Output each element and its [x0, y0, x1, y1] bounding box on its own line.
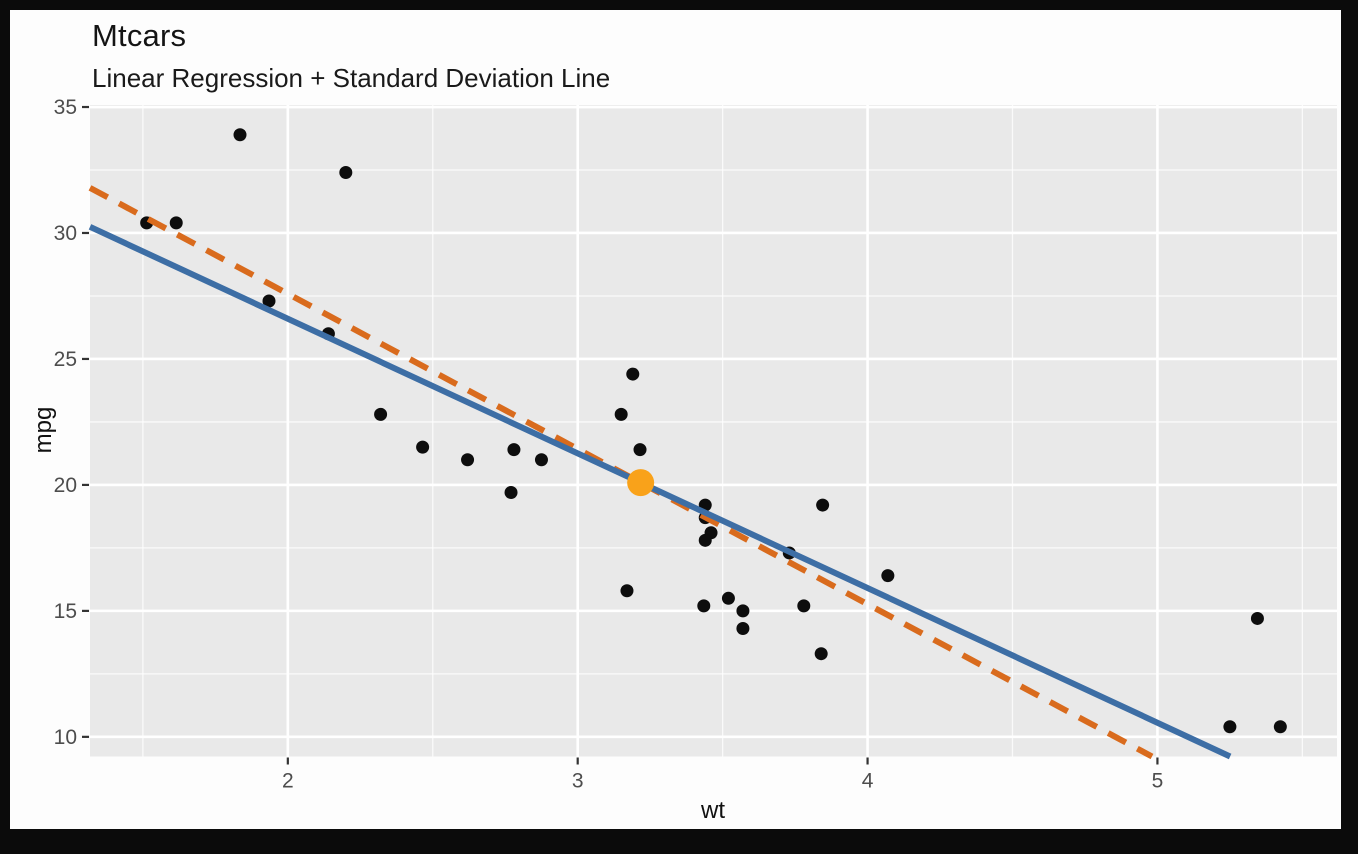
data-point — [626, 367, 640, 381]
data-point — [504, 485, 518, 499]
data-point — [698, 533, 712, 547]
data-point — [697, 599, 711, 613]
data-point — [169, 216, 183, 230]
plot-area: Mtcars Linear Regression + Standard Devi… — [10, 10, 1341, 829]
y-tick-label: 15 — [54, 600, 77, 623]
data-point — [262, 294, 276, 308]
data-point — [233, 128, 247, 142]
data-point — [534, 453, 548, 467]
y-tick-label: 20 — [54, 474, 77, 497]
data-point — [721, 591, 735, 605]
data-point — [507, 443, 521, 457]
scatter-plot: 2 3 4 5 10 15 20 25 30 35 — [54, 96, 1337, 793]
data-point — [614, 407, 628, 421]
data-point — [461, 453, 475, 467]
y-tick-label: 35 — [54, 96, 77, 119]
y-axis-title: mpg — [30, 406, 57, 454]
y-tick-label: 10 — [54, 726, 77, 749]
x-axis-title: wt — [701, 797, 725, 824]
regression-line — [88, 224, 1232, 760]
data-point — [736, 622, 750, 636]
chart-title: Mtcars — [92, 18, 187, 53]
data-point — [416, 440, 430, 454]
x-tick-label: 5 — [1152, 770, 1164, 793]
chart-subtitle: Linear Regression + Standard Deviation L… — [92, 63, 611, 93]
y-tick-label: 25 — [54, 348, 77, 371]
data-point — [1250, 611, 1264, 625]
data-point — [814, 647, 828, 661]
x-tick-label: 2 — [282, 770, 294, 793]
data-point — [374, 407, 388, 421]
data-point — [339, 166, 353, 180]
data-point — [633, 443, 647, 457]
y-tick-label: 30 — [54, 222, 77, 245]
data-point — [620, 584, 634, 598]
mean-point — [627, 469, 655, 497]
data-point — [816, 498, 830, 512]
data-point — [1273, 720, 1287, 734]
data-point — [797, 599, 811, 613]
x-tick-label: 4 — [862, 770, 874, 793]
data-point — [736, 604, 750, 618]
data-point — [881, 569, 895, 583]
x-tick-label: 3 — [572, 770, 584, 793]
panel-background — [90, 105, 1337, 757]
data-point — [1223, 720, 1237, 734]
